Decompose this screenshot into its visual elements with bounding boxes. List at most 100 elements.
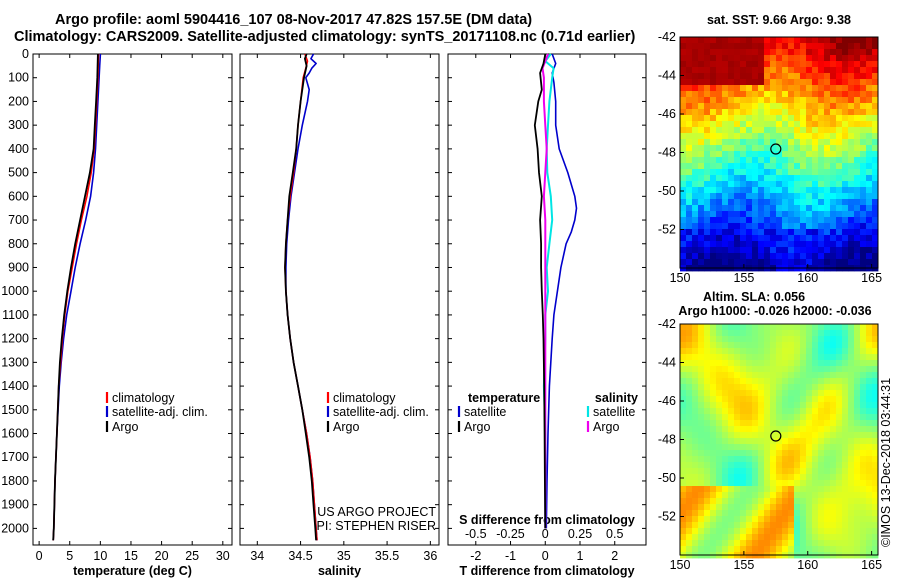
heatmap-cell — [686, 127, 693, 134]
heatmap-cell — [830, 205, 837, 212]
heatmap-cell — [800, 408, 807, 415]
heatmap-cell — [722, 73, 729, 80]
heatmap-cell — [836, 510, 843, 517]
heatmap-cell — [806, 37, 813, 44]
heatmap-cell — [800, 103, 807, 110]
heatmap-cell — [728, 342, 735, 349]
heatmap-cell — [692, 504, 699, 511]
heatmap-cell — [854, 468, 861, 475]
heatmap-cell — [764, 510, 771, 517]
heatmap-cell — [710, 85, 717, 92]
heatmap-cell — [818, 354, 825, 361]
heatmap-cell — [740, 181, 747, 188]
heatmap-cell — [758, 486, 765, 493]
heatmap-cell — [860, 522, 867, 529]
heatmap-cell — [710, 175, 717, 182]
heatmap-cell — [716, 396, 723, 403]
heatmap-cell — [692, 199, 699, 206]
y-tick-label: 1100 — [2, 308, 29, 322]
heatmap-cell — [824, 79, 831, 86]
heatmap-cell — [686, 372, 693, 379]
heatmap-cell — [812, 199, 819, 206]
heatmap-cell — [818, 510, 825, 517]
heatmap-cell — [854, 366, 861, 373]
heatmap-cell — [776, 73, 783, 80]
heatmap-cell — [788, 324, 795, 331]
heatmap-cell — [770, 247, 777, 254]
heatmap-cell — [770, 85, 777, 92]
y-tick-label: -42 — [658, 317, 676, 331]
heatmap-cell — [716, 390, 723, 397]
heatmap-cell — [836, 366, 843, 373]
heatmap-cell — [782, 510, 789, 517]
heatmap-cell — [692, 85, 699, 92]
heatmap-cell — [776, 528, 783, 535]
heatmap-cell — [734, 109, 741, 116]
heatmap-cell — [848, 217, 855, 224]
heatmap-cell — [818, 139, 825, 146]
heatmap-cell — [770, 456, 777, 463]
heatmap-cell — [812, 528, 819, 535]
heatmap-cell — [740, 330, 747, 337]
heatmap-cell — [824, 534, 831, 541]
heatmap-cell — [734, 534, 741, 541]
heatmap-cell — [854, 504, 861, 511]
heatmap-cell — [794, 109, 801, 116]
x-tick-label: 10 — [93, 549, 107, 563]
heatmap-cell — [704, 492, 711, 499]
heatmap-cell — [794, 444, 801, 451]
heatmap-cell — [824, 432, 831, 439]
heatmap-cell — [812, 378, 819, 385]
heatmap-cell — [842, 223, 849, 230]
heatmap-cell — [746, 253, 753, 260]
heatmap-cell — [776, 61, 783, 68]
heatmap-cell — [746, 468, 753, 475]
heatmap-cell — [716, 486, 723, 493]
heatmap-cell — [722, 546, 729, 553]
heatmap-cell — [806, 432, 813, 439]
heatmap-cell — [740, 43, 747, 50]
heatmap-cell — [824, 510, 831, 517]
heatmap-cell — [872, 360, 879, 367]
heatmap-cell — [716, 450, 723, 457]
x-tick-label: -2 — [470, 549, 481, 563]
heatmap-cell — [806, 330, 813, 337]
heatmap-cell — [764, 456, 771, 463]
heatmap-cell — [692, 336, 699, 343]
heatmap-cell — [866, 91, 873, 98]
heatmap-cell — [848, 181, 855, 188]
heatmap-cell — [776, 205, 783, 212]
heatmap-cell — [872, 109, 879, 116]
heatmap-cell — [848, 79, 855, 86]
heatmap-cell — [698, 121, 705, 128]
heatmap-cell — [776, 121, 783, 128]
heatmap-cell — [698, 534, 705, 541]
heatmap-cell — [686, 462, 693, 469]
heatmap-cell — [716, 67, 723, 74]
heatmap-cell — [782, 456, 789, 463]
heatmap-cell — [740, 402, 747, 409]
heatmap-cell — [758, 133, 765, 140]
heatmap-cell — [842, 163, 849, 170]
heatmap-cell — [734, 492, 741, 499]
heatmap-cell — [698, 516, 705, 523]
heatmap-cell — [842, 546, 849, 553]
heatmap-cell — [764, 474, 771, 481]
heatmap-cell — [722, 55, 729, 62]
heatmap-cell — [812, 49, 819, 56]
legend-argo-label: Argo — [333, 420, 359, 434]
heatmap-cell — [722, 384, 729, 391]
heatmap-cell — [806, 259, 813, 266]
heatmap-cell — [740, 49, 747, 56]
heatmap-cell — [710, 37, 717, 44]
heatmap-cell — [830, 522, 837, 529]
heatmap-cell — [794, 205, 801, 212]
heatmap-cell — [860, 348, 867, 355]
heatmap-cell — [776, 253, 783, 260]
heatmap-cell — [782, 534, 789, 541]
heatmap-cell — [704, 396, 711, 403]
heatmap-cell — [800, 384, 807, 391]
heatmap-cell — [710, 486, 717, 493]
heatmap-cell — [788, 414, 795, 421]
heatmap-cell — [710, 378, 717, 385]
